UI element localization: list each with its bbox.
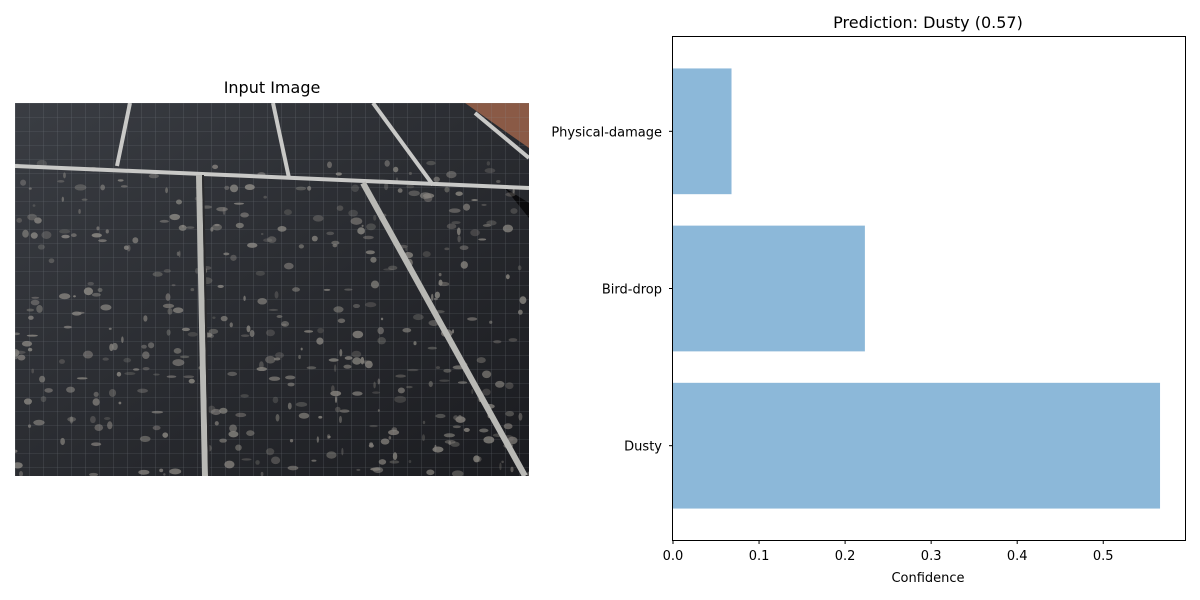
x-tick-label: 0.2	[835, 549, 856, 564]
x-tick-label: 0.1	[749, 549, 770, 564]
y-tick-label: Physical-damage	[551, 125, 662, 140]
bar-physical-damage	[673, 68, 732, 195]
input-image-title: Input Image	[223, 78, 321, 97]
x-tick-label: 0.0	[663, 549, 684, 564]
x-tick-label: 0.5	[1093, 549, 1114, 564]
x-tick-label: 0.3	[921, 549, 942, 564]
bar-bird-drop	[673, 225, 865, 352]
x-axis-label: Confidence	[891, 571, 964, 586]
x-tick-label: 0.4	[1007, 549, 1028, 564]
y-tick-label: Dusty	[624, 440, 662, 455]
solar-panel-photo	[15, 103, 529, 476]
y-tick-label: Bird-drop	[602, 283, 662, 298]
chart-title: Prediction: Dusty (0.57)	[833, 13, 1023, 32]
bar-dusty	[673, 382, 1161, 509]
